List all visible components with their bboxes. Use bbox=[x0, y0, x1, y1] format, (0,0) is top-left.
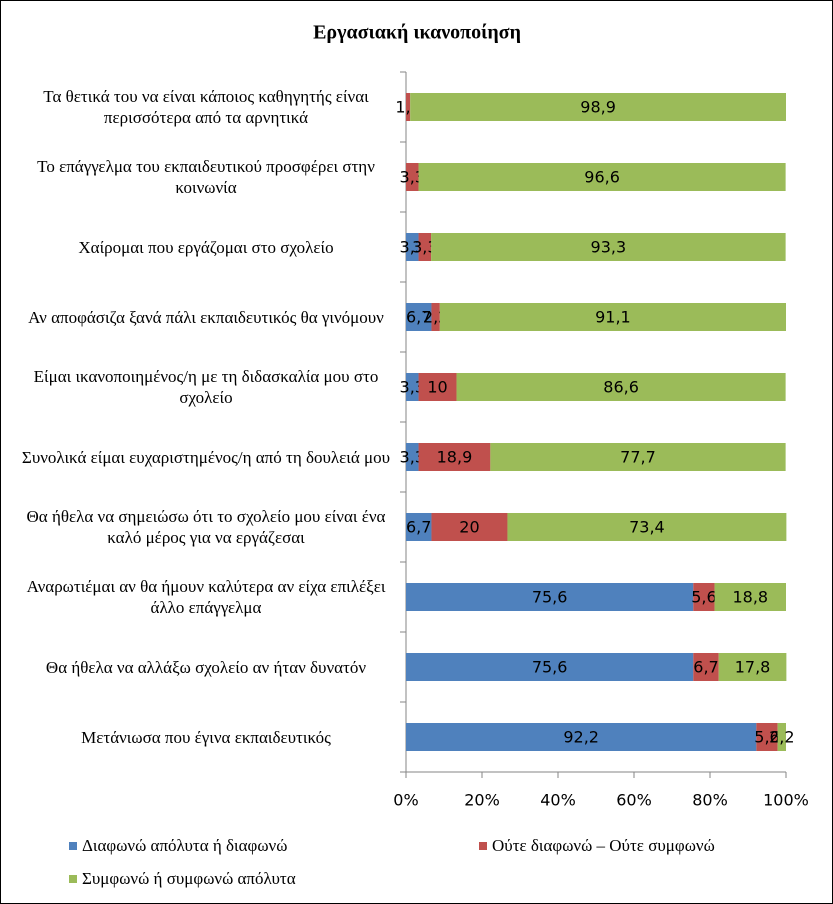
bar-segment bbox=[406, 443, 419, 471]
bar-segment bbox=[714, 583, 786, 611]
bar-segment bbox=[406, 93, 411, 121]
data-label: 17,8 bbox=[735, 658, 771, 677]
bar-segment bbox=[406, 303, 432, 331]
bar-segment bbox=[718, 653, 787, 681]
bar-segment bbox=[418, 233, 432, 261]
bar-segment bbox=[431, 303, 440, 331]
data-label: 18,9 bbox=[437, 448, 473, 467]
category-label: Τα θετικά του να είναι κάποιος καθηγητής… bbox=[43, 87, 369, 127]
data-label: 5,6 bbox=[754, 728, 779, 747]
data-label: 86,6 bbox=[603, 378, 639, 397]
bar-segment bbox=[418, 163, 786, 191]
category-label: Αναρωτιέμαι αν θα ήμουν καλύτερα αν είχα… bbox=[26, 577, 386, 617]
bar-segment bbox=[431, 233, 786, 261]
bar-segment bbox=[693, 653, 719, 681]
category-label: Θα ήθελα να σημειώσω ότι το σχολείο μου … bbox=[26, 507, 386, 547]
legend-marker bbox=[69, 875, 77, 883]
bar-segment bbox=[507, 513, 787, 541]
data-label: 73,4 bbox=[629, 518, 665, 537]
category-label: Συνολικά είμαι ευχαριστημένος/η από τη δ… bbox=[21, 447, 391, 467]
bar-segment bbox=[777, 723, 786, 751]
bar-segment bbox=[756, 723, 778, 751]
data-label: 98,9 bbox=[580, 98, 616, 117]
data-label: 6,7 bbox=[406, 518, 431, 537]
category-label: Αν αποφάσιζα ξανά πάλι εκπαιδευτικός θα … bbox=[28, 307, 384, 327]
legend-label: Ούτε διαφωνώ – Ούτε συμφωνώ bbox=[492, 836, 715, 855]
x-tick-label: 0% bbox=[393, 791, 418, 810]
bar-segment bbox=[406, 583, 694, 611]
bar-segment bbox=[431, 513, 508, 541]
data-label: 96,6 bbox=[584, 168, 620, 187]
x-tick-label: 20% bbox=[464, 791, 500, 810]
legend-label: Διαφωνώ απόλυτα ή διαφωνώ bbox=[82, 836, 287, 855]
data-label: 93,3 bbox=[591, 238, 627, 257]
x-tick-label: 60% bbox=[616, 791, 652, 810]
category-label: Είμαι ικανοποιημένος/η με τη διδασκαλία … bbox=[33, 367, 379, 407]
data-label: 2,2 bbox=[769, 728, 794, 747]
data-label: 92,2 bbox=[563, 728, 599, 747]
legend-marker bbox=[479, 842, 487, 850]
legend-marker bbox=[69, 842, 77, 850]
bar-segment bbox=[406, 723, 757, 751]
category-label: Θα ήθελα να αλλάξω σχολείο αν ήταν δυνατ… bbox=[45, 657, 367, 677]
data-label: 77,7 bbox=[620, 448, 656, 467]
bar-segment bbox=[693, 583, 715, 611]
data-label: 75,6 bbox=[532, 588, 568, 607]
bar-segment bbox=[410, 93, 786, 121]
data-label: 18,8 bbox=[732, 588, 768, 607]
category-label: Το επάγγελμα του εκπαιδευτικού προσφέρει… bbox=[37, 157, 375, 197]
data-label: 6,7 bbox=[693, 658, 718, 677]
category-label: Μετάνιωσα που έγινα εκπαιδευτικός bbox=[81, 727, 331, 747]
data-label: 20 bbox=[459, 518, 479, 537]
bar-segment bbox=[456, 373, 786, 401]
data-label: 10 bbox=[427, 378, 447, 397]
bar-segment bbox=[406, 163, 419, 191]
category-label: Χαίρομαι που εργάζομαι στο σχολείο bbox=[78, 237, 334, 257]
bar-segment bbox=[406, 233, 419, 261]
x-tick-label: 40% bbox=[540, 791, 576, 810]
data-label: 5,6 bbox=[691, 588, 716, 607]
data-label: 75,6 bbox=[532, 658, 568, 677]
bar-segment bbox=[406, 373, 419, 401]
x-tick-label: 80% bbox=[692, 791, 728, 810]
bar-segment bbox=[406, 653, 694, 681]
data-label: 91,1 bbox=[595, 308, 631, 327]
data-label: 6,7 bbox=[406, 308, 431, 327]
x-tick-label: 100% bbox=[763, 791, 809, 810]
bar-segment bbox=[418, 443, 491, 471]
chart-title: Εργασιακή ικανοποίηση bbox=[313, 22, 521, 44]
bar-segment bbox=[439, 303, 786, 331]
legend-label: Συμφωνώ ή συμφωνώ απόλυτα bbox=[82, 869, 296, 888]
bar-segment bbox=[490, 443, 786, 471]
bar-segment bbox=[406, 513, 432, 541]
bar-segment bbox=[418, 373, 457, 401]
